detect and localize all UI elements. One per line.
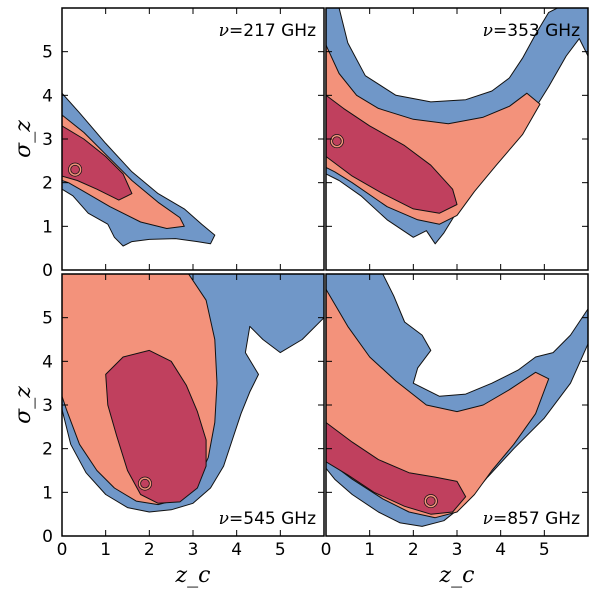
y-tick-label: 2 (42, 440, 53, 460)
contour-middle-panel-1 (62, 114, 185, 229)
x-tick-label: 3 (452, 540, 463, 560)
contour-inner-panel-4 (326, 422, 467, 515)
y-tick-label: 1 (42, 217, 53, 237)
contour-outer-panel-1 (62, 92, 216, 247)
best-fit-marker-3 (138, 477, 152, 490)
y-tick-label: 5 (42, 43, 53, 63)
x-tick-label: 2 (408, 540, 419, 560)
contour-inner-panel-1 (62, 125, 133, 201)
x-tick-label: 5 (275, 540, 286, 560)
x-tick-label: 1 (364, 540, 375, 560)
y-tick-label: 5 (42, 309, 53, 329)
panel-label-2: ν=353 GHz (483, 21, 580, 41)
x-tick-label: 2 (144, 540, 155, 560)
y-tick-label: 3 (42, 396, 53, 416)
best-fit-marker-2 (330, 134, 344, 148)
y-axis-label-bottom: σ_z (11, 386, 36, 424)
x-tick-label: 0 (321, 540, 332, 560)
x-axis-label-left: z_c (175, 563, 211, 588)
y-tick-label: 2 (42, 174, 53, 194)
x-tick-label: 4 (495, 540, 506, 560)
panel-1 (62, 92, 216, 247)
panel-label-1: ν=217 GHz (219, 21, 316, 41)
panels-layer (62, 8, 588, 527)
y-tick-label: 4 (42, 86, 53, 106)
panel-3 (62, 274, 324, 513)
panel-label-3: ν=545 GHz (219, 509, 316, 529)
y-axis-label-top: σ_z (11, 120, 36, 158)
x-tick-label: 3 (188, 540, 199, 560)
axes-layer: 0 1 2 3 4 5 ν=217 GHz ν=353 GHz 0 1 2 3 4 5 0 1 2 3 4 5 ν=54… (42, 7, 589, 560)
x-tick-label: 4 (231, 540, 242, 560)
x-tick-label: 5 (539, 540, 550, 560)
panel-2 (326, 8, 588, 245)
y-tick-label: 0 (42, 527, 53, 547)
x-tick-label: 0 (57, 540, 68, 560)
panel-label-4: ν=857 GHz (483, 509, 580, 529)
contour-inner-panel-2 (326, 94, 458, 214)
best-fit-marker-4 (424, 494, 438, 508)
contour-inner-panel-3 (105, 349, 207, 504)
x-axis-label-right: z_c (439, 563, 475, 588)
y-tick-label: 0 (42, 261, 53, 281)
best-fit-marker-1 (68, 163, 82, 176)
y-tick-label: 4 (42, 352, 53, 372)
y-tick-label: 1 (42, 483, 53, 503)
panel-4 (326, 274, 588, 527)
x-tick-label: 1 (100, 540, 111, 560)
y-tick-label: 3 (42, 130, 53, 150)
